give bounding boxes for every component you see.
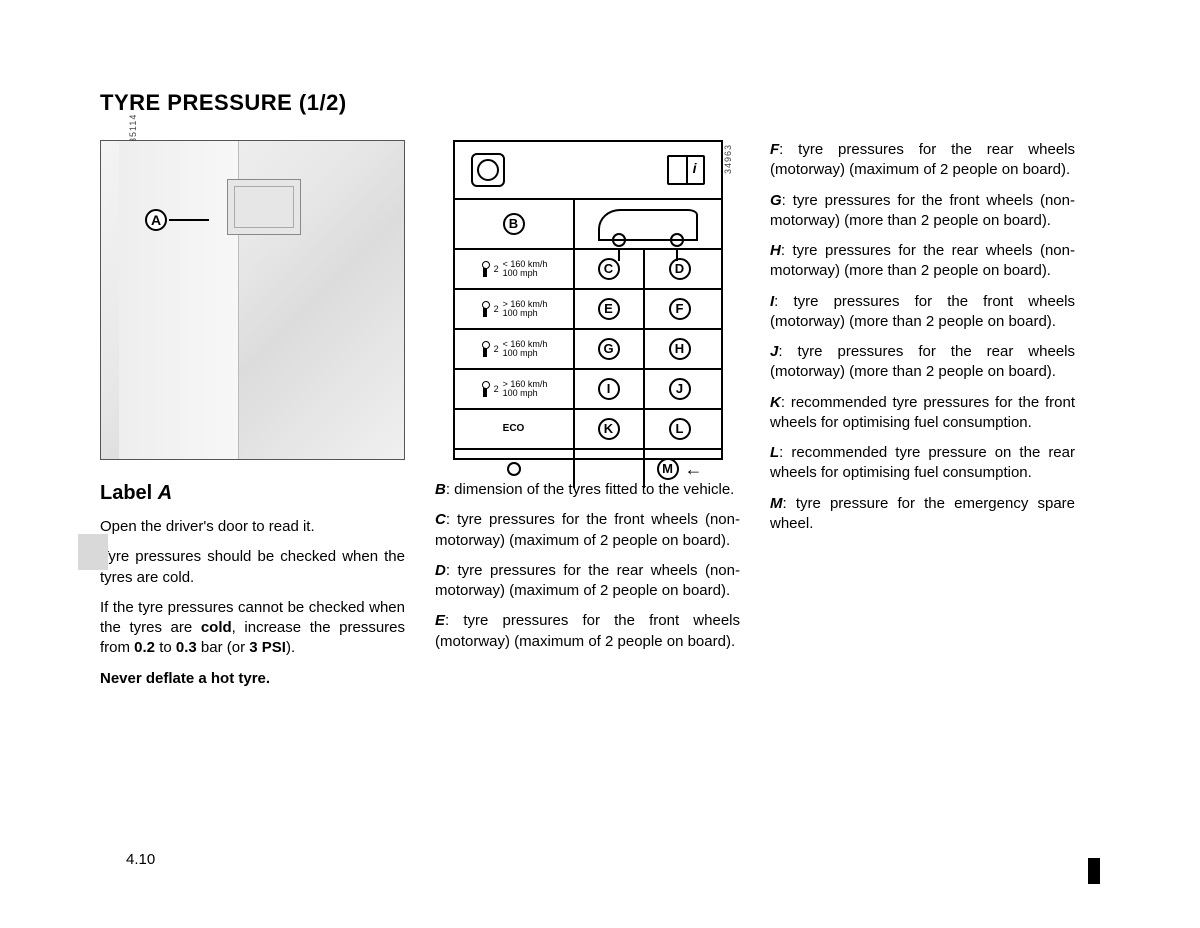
marker-k: K [598,418,620,440]
def-m: M: tyre pressure for the emergency spare… [770,494,1075,535]
diagram-row-4: 2 > 160 km/h100 mph I J [455,370,721,410]
marker-h: H [669,338,691,360]
marker-j: J [669,378,691,400]
def-j: J: tyre pressures for the rear wheels (m… [770,342,1075,383]
marker-b: B [503,213,525,235]
def-f: F: tyre pressures for the rear wheels (m… [770,140,1075,181]
eco-label: ECO [503,424,525,434]
def-e: E: tyre pressures for the front wheels (… [435,611,740,652]
content-columns: 35114 A Label A Open the driver's door t… [100,140,1100,699]
col1-p1: Open the driver's door to read it. [100,517,405,537]
marker-m: M [657,458,679,480]
def-i: I: tyre pressures for the front wheels (… [770,292,1075,333]
page-number: 4.10 [126,851,155,868]
def-g: G: tyre pressures for the front wheels (… [770,191,1075,232]
def-l: L: recommended tyre pressure on the rear… [770,443,1075,484]
marker-a-leader [169,219,209,221]
marker-a-circle: A [145,209,167,231]
def-k: K: recommended tyre pressures for the fr… [770,393,1075,434]
marker-l: L [669,418,691,440]
diagram-row-3: 2 < 160 km/h100 mph G H [455,330,721,370]
def-c: C: tyre pressures for the front wheels (… [435,510,740,551]
column-2: 34963 i B 2 < 160 km/h10 [435,140,740,699]
def-d: D: tyre pressures for the rear wheels (n… [435,561,740,602]
marker-d: D [669,258,691,280]
figure-door-label: 35114 A [100,140,405,460]
label-a-heading: Label A [100,480,405,507]
figure2-number: 34963 [723,144,735,174]
col1-p2: Tyre pressures should be checked when th… [100,547,405,588]
diagram-row-2: 2 > 160 km/h100 mph E F [455,290,721,330]
manual-icon: i [667,155,705,185]
diagram-row-1: 2 < 160 km/h100 mph C D [455,250,721,290]
spare-wheel-icon [507,462,521,476]
column-1: 35114 A Label A Open the driver's door t… [100,140,405,699]
person-icon [480,341,490,357]
col1-p3: If the tyre pressures cannot be checked … [100,598,405,659]
label-a-prefix: Label [100,482,158,504]
marker-f: F [669,298,691,320]
label-a-letter: A [158,482,172,504]
col1-p4: Never deflate a hot tyre. [100,669,405,689]
def-h: H: tyre pressures for the rear wheels (n… [770,241,1075,282]
marker-g: G [598,338,620,360]
page: TYRE PRESSURE (1/2) 35114 A Label A Open… [0,0,1200,928]
person-icon [480,261,490,277]
diagram-row-spare: M← [455,450,721,488]
diagram-b-row: B [455,200,721,250]
diagram-row-eco: ECO K L [455,410,721,450]
person-icon [480,381,490,397]
diagram-header: i [455,142,721,200]
column-3: F: tyre pressures for the rear wheels (m… [770,140,1075,699]
arrow-left-icon: ← [685,457,703,481]
figure1-number: 35114 [127,114,139,143]
marker-c: C [598,258,620,280]
figure-label-diagram: 34963 i B 2 < 160 km/h10 [453,140,723,460]
page-title: TYRE PRESSURE (1/2) [100,90,1100,116]
car-silhouette-icon [598,209,698,239]
section-tab [78,534,108,570]
marker-i: I [598,378,620,400]
door-edge-shape [119,141,239,459]
label-plate-shape [227,179,301,235]
marker-a: A [145,209,209,231]
person-icon [480,301,490,317]
corner-mark [1088,858,1100,884]
tyre-icon [471,153,505,187]
marker-e: E [598,298,620,320]
